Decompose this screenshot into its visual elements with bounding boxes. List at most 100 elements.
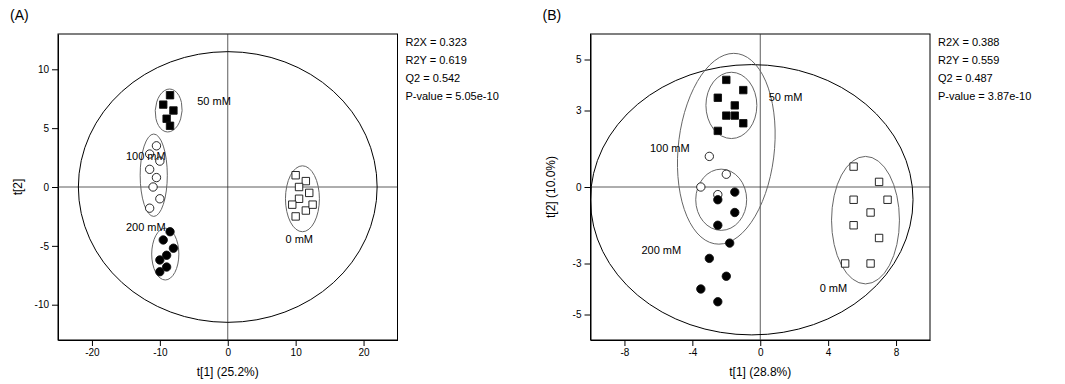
x-tick-mark: [760, 340, 761, 346]
point: [875, 234, 882, 241]
y-tick: -5: [573, 309, 591, 320]
point: [145, 204, 153, 212]
point: [145, 165, 153, 173]
x-tick-mark: [160, 340, 161, 346]
y-tick-label: -10: [35, 299, 50, 310]
point: [289, 201, 296, 208]
point: [714, 196, 722, 204]
point: [163, 115, 170, 122]
group-label: 50 mM: [197, 95, 231, 107]
point: [156, 268, 164, 276]
y-tick-label: 3: [576, 105, 582, 116]
confidence-ellipse: [78, 52, 377, 323]
series: [697, 152, 731, 199]
point: [152, 173, 160, 181]
point: [723, 112, 730, 119]
figure: -20-1001020-10-5051050 mM100 mM200 mM0 m…: [0, 0, 1065, 384]
x-axis-title: t[1] (25.2%): [197, 365, 259, 379]
series: [160, 91, 178, 129]
x-axis-title: t[1] (28.8%): [729, 365, 791, 379]
y-tick: -10: [35, 299, 58, 310]
x-tick: -8: [620, 340, 629, 358]
zero-line: [760, 34, 761, 340]
y-tick-mark: [585, 187, 591, 188]
group-ellipse: [152, 83, 186, 139]
point: [884, 196, 891, 203]
plot-frame: [58, 34, 398, 340]
point: [714, 221, 722, 229]
x-axis: -8-4048: [591, 340, 931, 358]
y-tick-label: -3: [573, 258, 582, 269]
point: [152, 142, 160, 150]
panel-title: (A): [10, 7, 29, 23]
point: [875, 178, 882, 185]
point: [170, 107, 177, 114]
group-label: 0 mM: [285, 233, 313, 245]
stats-line: R2Y = 0.559: [938, 54, 999, 66]
x-tick: 8: [894, 340, 900, 358]
y-tick: 5: [43, 123, 58, 134]
point: [306, 189, 313, 196]
series: [156, 228, 178, 276]
stats-line: P-value = 3.87e-10: [938, 90, 1031, 102]
y-tick-label: -5: [40, 241, 49, 252]
stats: R2X = 0.388R2Y = 0.559Q2 = 0.487P-value …: [938, 36, 1031, 102]
point: [166, 122, 173, 129]
y-tick: 10: [38, 64, 58, 75]
x-tick: 0: [225, 340, 231, 358]
point: [156, 256, 164, 264]
x-tick-label: -10: [153, 347, 168, 358]
point: [850, 163, 857, 170]
point: [295, 195, 302, 202]
point: [156, 195, 164, 203]
x-tick-label: -8: [620, 347, 629, 358]
y-tick-mark: [52, 69, 58, 70]
group-label: 0 mM: [820, 282, 848, 294]
y-tick-mark: [52, 305, 58, 306]
panel-title: (B): [543, 7, 562, 23]
y-axis-title: t[2] (10.0%): [544, 156, 558, 218]
y-tick-label: 5: [43, 123, 49, 134]
point: [149, 183, 157, 191]
group-ellipse: [832, 156, 900, 284]
y-tick: 3: [576, 105, 591, 116]
stats-line: Q2 = 0.487: [938, 72, 993, 84]
y-tick: 0: [576, 182, 591, 193]
y-tick-mark: [585, 264, 591, 265]
x-tick: 4: [826, 340, 832, 358]
point: [867, 209, 874, 216]
point: [841, 260, 848, 267]
x-tick-label: 20: [358, 347, 370, 358]
x-axis: -20-1001020: [59, 340, 399, 358]
group-ellipse: [152, 228, 179, 280]
group-label: 100 mM: [650, 142, 690, 154]
panel: -20-1001020-10-5051050 mM100 mM200 mM0 m…: [10, 7, 499, 379]
series: [697, 188, 739, 306]
point: [292, 213, 299, 220]
x-tick-mark: [828, 340, 829, 346]
point: [309, 201, 316, 208]
point: [723, 76, 730, 83]
group-ellipse: [140, 134, 167, 216]
group-ellipse: [696, 169, 747, 230]
zero-line: [227, 34, 228, 340]
y-tick-label: 0: [43, 182, 49, 193]
x-tick: -10: [153, 340, 168, 358]
x-tick-mark: [624, 340, 625, 346]
x-tick: 0: [758, 340, 764, 358]
plot-area: [591, 34, 931, 340]
stats-line: R2X = 0.323: [406, 36, 467, 48]
y-tick-label: 0: [576, 182, 582, 193]
point: [697, 183, 705, 191]
y-tick: 5: [576, 54, 591, 65]
group-labels: 50 mM100 mM200 mM0 mM: [641, 91, 847, 294]
point: [169, 244, 177, 252]
group-label: 200 mM: [126, 221, 166, 233]
point: [731, 188, 739, 196]
point: [867, 260, 874, 267]
x-tick: -20: [85, 340, 100, 358]
point: [697, 285, 705, 293]
series: [289, 172, 317, 221]
point: [740, 86, 747, 93]
stats-line: R2Y = 0.619: [406, 54, 467, 66]
